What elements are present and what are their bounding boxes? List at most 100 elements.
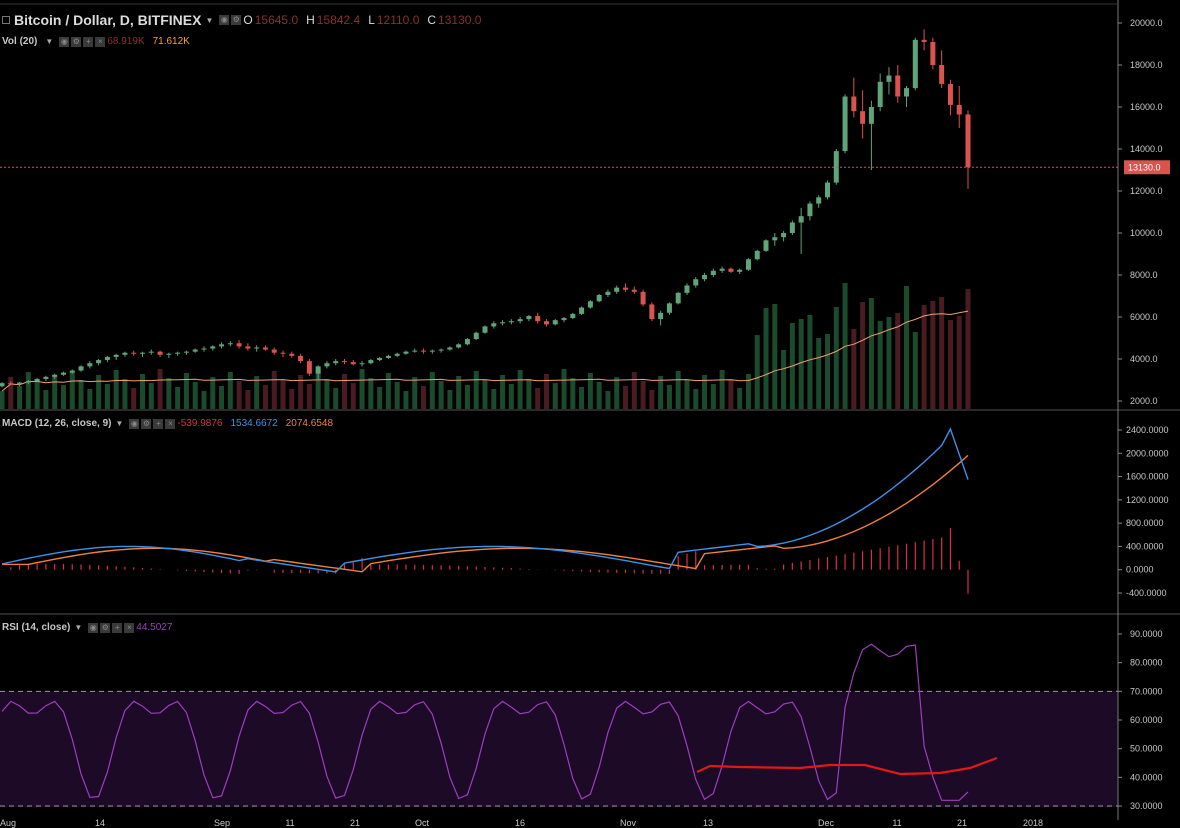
volume-bar [579, 387, 585, 409]
chevron-down-icon[interactable]: ▼ [115, 419, 124, 428]
candle-body [675, 292, 681, 304]
candle-body [368, 360, 374, 364]
volume-bar [649, 390, 655, 409]
volume-bar [324, 379, 330, 409]
candle-body [122, 352, 128, 355]
candle-body [78, 366, 84, 371]
price-tick-label: 4000.0 [1130, 354, 1158, 364]
candle-body [412, 350, 418, 352]
candle-body [631, 289, 637, 292]
volume-bar [368, 378, 374, 409]
add-icon[interactable]: + [112, 622, 123, 633]
candle-body [464, 339, 470, 345]
candle-body [868, 107, 874, 124]
rsi-legend: RSI (14, close) ▼ ◉ ⚙ + × 44.5027 [2, 622, 180, 633]
macd-tick-label: 1200.0000 [1126, 495, 1169, 505]
volume-bar [403, 391, 409, 409]
volume-bar [280, 380, 286, 409]
candle-body [640, 291, 646, 305]
volume-bar [17, 386, 23, 409]
volume-bar [675, 371, 681, 409]
volume-bar [341, 374, 347, 409]
candle-body [192, 349, 198, 352]
eye-icon[interactable]: ◉ [59, 36, 70, 47]
volume-bar [745, 374, 751, 409]
chevron-down-icon[interactable]: ▼ [45, 37, 54, 46]
candle-body [605, 291, 611, 295]
volume-bar [175, 387, 181, 409]
time-tick-label: 16 [515, 818, 525, 828]
volume-bar [131, 388, 137, 409]
volume-label[interactable]: Vol (20) [2, 36, 38, 47]
settings-icon[interactable]: ⚙ [141, 418, 152, 429]
add-icon[interactable]: + [83, 36, 94, 47]
ohlc-low-value: 12110.0 [376, 13, 420, 27]
candle-body [754, 250, 760, 260]
volume-bar [877, 321, 883, 409]
rsi-tick-label: 40.0000 [1130, 772, 1163, 782]
macd-hist-value: -539.9876 [177, 418, 223, 429]
candle-body [570, 313, 576, 319]
candle-body [526, 315, 532, 320]
close-icon[interactable]: × [165, 418, 176, 429]
volume-bar [69, 371, 75, 409]
volume-bar [886, 317, 892, 409]
candle-body [552, 320, 558, 325]
eye-icon[interactable]: ◉ [129, 418, 140, 429]
candle-body [52, 374, 58, 377]
volume-bar [359, 369, 365, 409]
rsi-label[interactable]: RSI (14, close) [2, 622, 71, 633]
time-tick-label: Aug [0, 818, 16, 828]
chevron-down-icon[interactable]: ▼ [74, 623, 83, 632]
candle-body [561, 318, 567, 321]
macd-tick-label: 1600.0000 [1126, 472, 1169, 482]
volume-ma-value: 71.612K [152, 36, 190, 47]
ohlc-open-value: 15645.0 [254, 13, 299, 27]
volume-bar [781, 350, 787, 409]
candle-body [96, 360, 102, 364]
candle-body [157, 351, 163, 355]
volume-bar [737, 388, 743, 409]
last-price-label: 13130.0 [1128, 162, 1161, 172]
time-tick-label: Oct [415, 818, 430, 828]
candle-body [394, 353, 400, 356]
time-tick-label: 13 [703, 818, 713, 828]
ohlc-low-label: L [368, 13, 375, 27]
add-icon[interactable]: + [153, 418, 164, 429]
last-price-badge [1124, 160, 1170, 175]
volume-bar [87, 389, 93, 409]
candle-body [860, 111, 866, 124]
macd-legend: MACD (12, 26, close, 9) ▼ ◉ ⚙ + × -539.9… [2, 418, 341, 429]
symbol-title[interactable]: Bitcoin / Dollar, D, BITFINEX [14, 12, 202, 28]
candle-body [271, 349, 277, 353]
macd-label[interactable]: MACD (12, 26, close, 9) [2, 418, 112, 429]
drawn-trendline[interactable] [696, 756, 998, 776]
collapse-toggle-icon[interactable] [2, 16, 10, 24]
candle-body [702, 275, 708, 280]
volume-bar [552, 383, 558, 409]
volume-bar [254, 376, 260, 409]
chevron-down-icon[interactable]: ▼ [205, 15, 214, 25]
volume-bar [104, 384, 110, 409]
volume-bar [605, 391, 611, 409]
volume-bar [227, 372, 233, 409]
volume-bar [78, 380, 84, 409]
ohlc-close-label: C [427, 13, 437, 27]
eye-icon[interactable]: ◉ [88, 622, 99, 633]
candle-body [737, 269, 743, 272]
candle-body [456, 344, 462, 348]
candle-body [60, 372, 66, 375]
settings-icon[interactable]: ⚙ [231, 15, 242, 25]
settings-icon[interactable]: ⚙ [100, 622, 111, 633]
candle-body [508, 321, 514, 323]
volume-bar [438, 381, 444, 409]
eye-icon[interactable]: ◉ [219, 15, 230, 25]
close-icon[interactable]: × [95, 36, 106, 47]
candle-body [236, 343, 242, 347]
candle-body [816, 197, 822, 204]
settings-icon[interactable]: ⚙ [71, 36, 82, 47]
close-icon[interactable]: × [124, 622, 135, 633]
volume-bar [157, 369, 163, 409]
candle-body [350, 362, 356, 365]
